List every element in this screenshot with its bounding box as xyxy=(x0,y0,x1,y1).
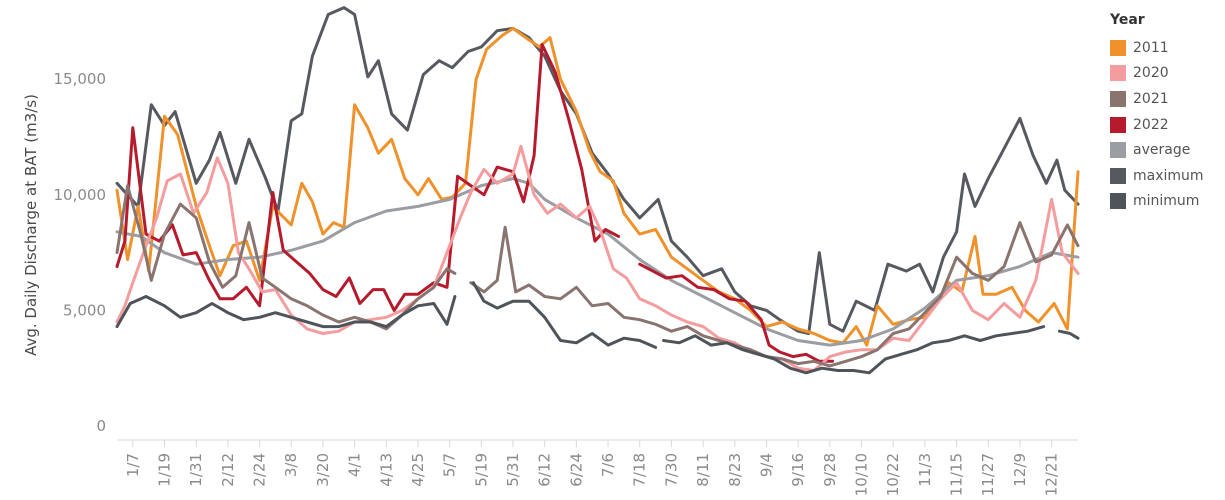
y-tick-label: 10,000 xyxy=(54,186,107,204)
legend-item-2022: 2022 xyxy=(1110,112,1222,138)
x-tick-label: 9/16 xyxy=(789,453,807,487)
x-tick-label: 4/13 xyxy=(377,453,395,487)
x-tick-label: 11/27 xyxy=(979,453,997,496)
legend: Year 2011 2020 2021 2022 average maximum minim… xyxy=(1110,12,1222,214)
legend-swatch xyxy=(1110,90,1126,107)
series-line-maximum xyxy=(115,6,1080,335)
x-tick-label: 6/24 xyxy=(567,453,585,487)
x-tick-label: 7/30 xyxy=(662,453,680,487)
legend-label: average xyxy=(1133,142,1191,159)
legend-swatch xyxy=(1110,193,1126,210)
x-tick-label: 9/4 xyxy=(757,453,775,477)
legend-title: Year xyxy=(1110,12,1145,28)
x-tick-label: 8/11 xyxy=(694,453,712,487)
x-tick-label: 4/1 xyxy=(346,453,364,477)
legend-item-maximum: maximum xyxy=(1110,163,1222,189)
x-tick-label: 6/12 xyxy=(536,453,554,487)
x-tick-label: 1/7 xyxy=(124,453,142,477)
x-tick-label: 9/28 xyxy=(821,453,839,487)
x-tick-label: 12/21 xyxy=(1043,453,1061,496)
x-tick-label: 11/15 xyxy=(948,453,966,496)
x-tick-label: 8/23 xyxy=(726,453,744,487)
x-tick-label: 5/19 xyxy=(472,453,490,487)
legend-swatch xyxy=(1110,65,1126,82)
legend-label: maximum xyxy=(1133,167,1204,184)
legend-item-2011: 2011 xyxy=(1110,35,1222,61)
x-tick-label: 1/19 xyxy=(156,453,174,487)
x-tick-label: 3/8 xyxy=(282,453,300,477)
series-line-average xyxy=(115,177,1080,347)
x-tick-label: 2/12 xyxy=(219,453,237,487)
legend-label: 2011 xyxy=(1133,39,1169,56)
y-axis-title: Avg. Daily Discharge at BAT (m3/s) xyxy=(22,94,40,356)
legend-swatch xyxy=(1110,116,1126,133)
y-tick-label: 15,000 xyxy=(54,70,107,88)
x-tick-label: 7/6 xyxy=(599,453,617,477)
legend-item-2021: 2021 xyxy=(1110,86,1222,112)
series-line-2022 xyxy=(115,43,834,363)
legend-swatch xyxy=(1110,142,1126,159)
x-tick-label: 3/20 xyxy=(314,453,332,487)
x-tick-label: 2/24 xyxy=(251,453,269,487)
y-axis: 0 5,000 10,000 15,000 xyxy=(54,70,107,435)
x-tick-label: 12/9 xyxy=(1011,453,1029,487)
y-tick-label: 5,000 xyxy=(63,301,106,319)
legend-swatch xyxy=(1110,39,1126,56)
series-line-2020 xyxy=(115,144,1080,372)
legend-item-minimum: minimum xyxy=(1110,189,1222,215)
series-line-minimum xyxy=(115,281,1080,375)
legend-items: 2011 2020 2021 2022 average maximum minimum xyxy=(1110,35,1222,214)
legend-label: 2021 xyxy=(1133,90,1169,107)
x-tick-label: 4/25 xyxy=(409,453,427,487)
legend-label: 2022 xyxy=(1133,116,1169,133)
y-tick-label: 0 xyxy=(96,417,106,435)
legend-label: minimum xyxy=(1133,193,1200,210)
x-tick-label: 11/3 xyxy=(916,453,934,487)
x-tick-label: 5/7 xyxy=(441,453,459,477)
legend-item-2020: 2020 xyxy=(1110,61,1222,87)
x-axis: 1/7 1/19 1/31 2/12 2/24 3/8 3/20 4/1 4/13 4/25 5/7… xyxy=(124,440,1061,496)
legend-item-average: average xyxy=(1110,137,1222,163)
x-tick-label: 1/31 xyxy=(187,453,205,487)
x-tick-label: 5/31 xyxy=(504,453,522,487)
series-lines xyxy=(115,6,1080,375)
legend-swatch xyxy=(1110,167,1126,184)
x-tick-label: 10/22 xyxy=(884,453,902,496)
x-tick-label: 7/18 xyxy=(631,453,649,487)
x-tick-label: 10/10 xyxy=(853,453,871,496)
legend-label: 2020 xyxy=(1133,65,1169,82)
